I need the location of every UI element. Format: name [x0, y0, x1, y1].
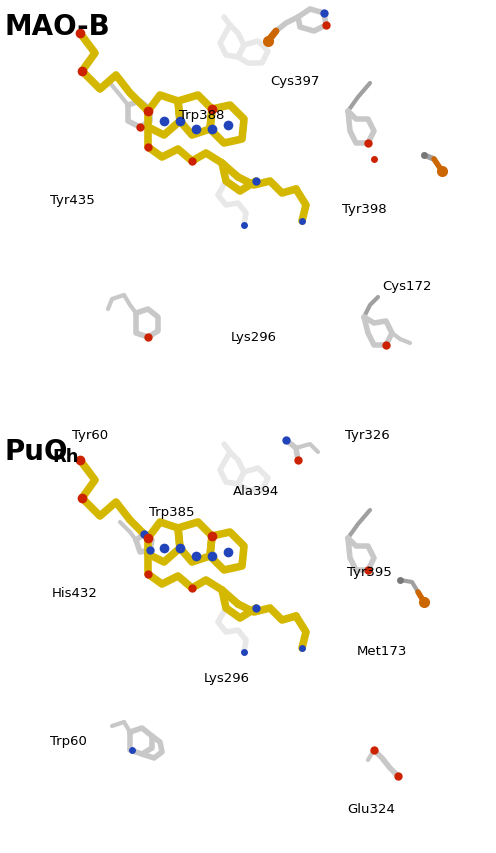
Text: Rh: Rh [52, 448, 78, 466]
Text: Lys296: Lys296 [231, 330, 277, 344]
Text: Cys397: Cys397 [270, 74, 320, 88]
Text: Cys172: Cys172 [382, 279, 432, 293]
Text: Tyr435: Tyr435 [50, 194, 94, 207]
Text: Glu324: Glu324 [347, 802, 395, 815]
Text: Tyr398: Tyr398 [342, 202, 387, 216]
Text: Tyr395: Tyr395 [347, 565, 392, 578]
Text: PuO: PuO [5, 438, 68, 466]
Text: Trp385: Trp385 [149, 505, 194, 519]
Text: MAO-B: MAO-B [5, 13, 111, 41]
Text: Ala394: Ala394 [233, 484, 279, 497]
Text: Lys296: Lys296 [203, 671, 249, 685]
Text: Met173: Met173 [357, 644, 408, 658]
Text: Trp60: Trp60 [50, 734, 86, 747]
Text: Tyr326: Tyr326 [345, 428, 389, 442]
Text: Trp388: Trp388 [179, 108, 224, 122]
Text: His432: His432 [52, 586, 98, 600]
Text: Tyr60: Tyr60 [72, 428, 108, 442]
